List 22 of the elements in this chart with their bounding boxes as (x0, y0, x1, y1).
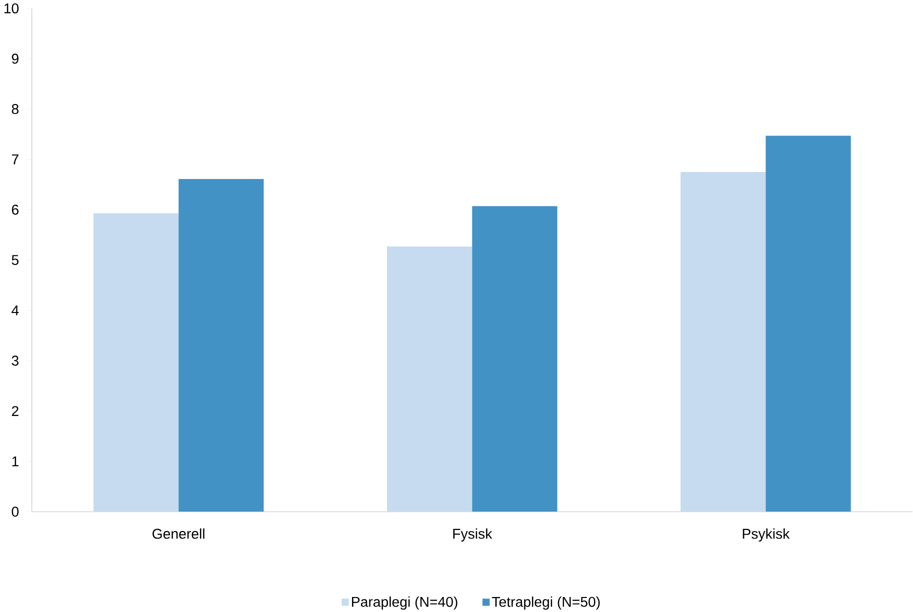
bar (472, 206, 558, 512)
legend-label: Paraplegi (N=40) (352, 596, 458, 610)
bar (178, 178, 264, 512)
y-tick-label: 5 (12, 254, 19, 265)
y-tick-label: 8 (12, 104, 19, 114)
x-tick-label: Fysisk (453, 528, 492, 542)
y-tick-label: 4 (12, 305, 19, 316)
y-tick-label: 1 (12, 456, 18, 466)
y-tick-label: 0 (12, 506, 19, 517)
bar (387, 246, 472, 512)
y-tick-label: 6 (12, 204, 18, 215)
y-tick-label: 9 (12, 54, 18, 64)
y-tick-label: 7 (12, 154, 18, 164)
x-tick-label: Psykisk (742, 528, 790, 542)
y-tick-label: 10 (4, 3, 19, 14)
y-tick-label: 2 (12, 406, 18, 416)
bar (766, 136, 851, 512)
legend-label: Tetraplegi (N=50) (492, 596, 600, 610)
bar (680, 172, 766, 512)
x-tick-label: Generell (152, 528, 204, 539)
bar (93, 213, 179, 512)
y-tick-label: 3 (12, 356, 18, 366)
